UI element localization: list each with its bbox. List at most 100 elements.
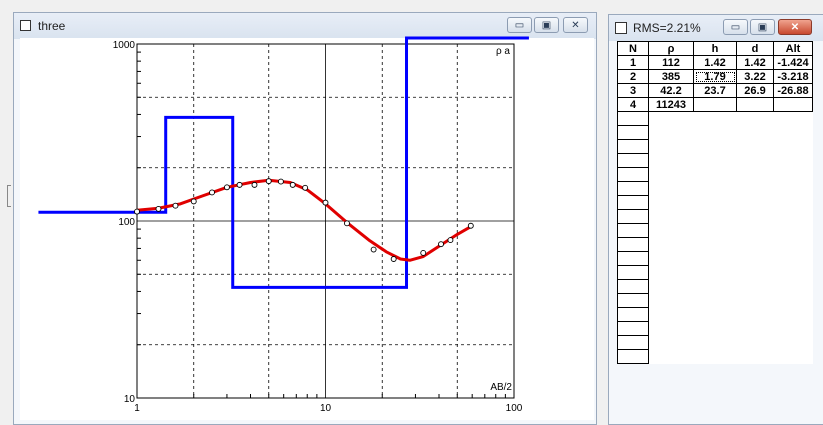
empty-cell[interactable] <box>774 336 813 350</box>
table-minimize-button[interactable]: ▭ <box>723 19 748 35</box>
empty-cell[interactable] <box>694 322 737 336</box>
empty-cell[interactable] <box>737 280 774 294</box>
empty-cell[interactable] <box>617 223 649 238</box>
empty-row[interactable] <box>617 251 813 266</box>
empty-cell[interactable] <box>617 153 649 168</box>
table-cell[interactable] <box>693 97 737 112</box>
empty-row[interactable] <box>617 153 813 168</box>
empty-cell[interactable] <box>694 168 737 182</box>
empty-cell[interactable] <box>694 252 737 266</box>
empty-cell[interactable] <box>649 322 694 336</box>
close-button[interactable]: ✕ <box>563 17 588 33</box>
empty-cell[interactable] <box>737 168 774 182</box>
empty-row[interactable] <box>617 139 813 154</box>
table-row[interactable]: 3 42.2 23.7 26.9 -26.88 <box>617 83 813 98</box>
empty-cell[interactable] <box>617 265 649 280</box>
empty-cell[interactable] <box>617 209 649 224</box>
empty-cell[interactable] <box>649 154 694 168</box>
empty-cell[interactable] <box>774 168 813 182</box>
empty-cell[interactable] <box>694 266 737 280</box>
empty-cell[interactable] <box>737 322 774 336</box>
empty-cell[interactable] <box>617 321 649 336</box>
empty-cell[interactable] <box>694 336 737 350</box>
empty-cell[interactable] <box>649 140 694 154</box>
empty-cell[interactable] <box>737 154 774 168</box>
empty-row[interactable] <box>617 195 813 210</box>
table-cell[interactable]: 11243 <box>648 97 694 112</box>
empty-cell[interactable] <box>774 154 813 168</box>
empty-row[interactable] <box>617 279 813 294</box>
empty-cell[interactable] <box>737 336 774 350</box>
empty-cell[interactable] <box>737 266 774 280</box>
table-close-button[interactable]: ✕ <box>778 19 812 35</box>
empty-cell[interactable] <box>617 181 649 196</box>
table-cell[interactable]: 42.2 <box>648 83 694 98</box>
table-restore-button[interactable]: ▣ <box>750 19 775 35</box>
restore-button[interactable]: ▣ <box>534 17 559 33</box>
empty-cell[interactable] <box>649 126 694 140</box>
table-cell[interactable]: 1.42 <box>736 55 774 70</box>
empty-cell[interactable] <box>774 210 813 224</box>
empty-cell[interactable] <box>649 308 694 322</box>
empty-cell[interactable] <box>649 238 694 252</box>
empty-cell[interactable] <box>694 238 737 252</box>
empty-cell[interactable] <box>617 251 649 266</box>
empty-row[interactable] <box>617 307 813 322</box>
empty-cell[interactable] <box>649 182 694 196</box>
resize-handle[interactable] <box>7 185 11 207</box>
empty-cell[interactable] <box>737 224 774 238</box>
table-row[interactable]: 4 11243 <box>617 97 813 112</box>
empty-cell[interactable] <box>774 182 813 196</box>
table-cell[interactable] <box>736 97 774 112</box>
empty-row[interactable] <box>617 181 813 196</box>
empty-cell[interactable] <box>617 125 649 140</box>
row-number-cell[interactable]: 2 <box>617 69 649 84</box>
empty-cell[interactable] <box>737 308 774 322</box>
table-row[interactable]: 2 385 1.79 3.22 -3.218 <box>617 69 813 84</box>
table-cell[interactable]: 1.79 <box>693 69 737 84</box>
empty-row[interactable] <box>617 111 813 126</box>
table-cell[interactable]: 3.22 <box>736 69 774 84</box>
empty-cell[interactable] <box>774 308 813 322</box>
empty-cell[interactable] <box>617 111 649 126</box>
empty-row[interactable] <box>617 265 813 280</box>
empty-cell[interactable] <box>694 126 737 140</box>
empty-cell[interactable] <box>694 140 737 154</box>
empty-cell[interactable] <box>737 210 774 224</box>
empty-row[interactable] <box>617 167 813 182</box>
table-cell[interactable]: 112 <box>648 55 694 70</box>
empty-row[interactable] <box>617 125 813 140</box>
empty-cell[interactable] <box>617 195 649 210</box>
empty-cell[interactable] <box>774 238 813 252</box>
empty-cell[interactable] <box>694 224 737 238</box>
empty-cell[interactable] <box>694 182 737 196</box>
empty-cell[interactable] <box>694 196 737 210</box>
empty-cell[interactable] <box>694 308 737 322</box>
empty-cell[interactable] <box>649 294 694 308</box>
empty-row[interactable] <box>617 349 813 364</box>
plot-window-titlebar[interactable]: three ▭ ▣ ✕ <box>14 13 596 39</box>
table-cell[interactable]: 23.7 <box>693 83 737 98</box>
empty-cell[interactable] <box>737 196 774 210</box>
empty-row[interactable] <box>617 223 813 238</box>
empty-cell[interactable] <box>774 322 813 336</box>
empty-cell[interactable] <box>649 196 694 210</box>
row-number-cell[interactable]: 3 <box>617 83 649 98</box>
table-cell[interactable]: 1.42 <box>693 55 737 70</box>
empty-cell[interactable] <box>737 112 774 126</box>
empty-cell[interactable] <box>774 350 813 364</box>
empty-cell[interactable] <box>649 336 694 350</box>
empty-cell[interactable] <box>649 168 694 182</box>
table-cell[interactable]: -26.88 <box>773 83 813 98</box>
empty-cell[interactable] <box>774 196 813 210</box>
empty-cell[interactable] <box>649 280 694 294</box>
empty-cell[interactable] <box>617 237 649 252</box>
empty-cell[interactable] <box>737 238 774 252</box>
row-number-cell[interactable]: 1 <box>617 55 649 70</box>
empty-cell[interactable] <box>649 252 694 266</box>
empty-cell[interactable] <box>774 266 813 280</box>
empty-cell[interactable] <box>649 350 694 364</box>
empty-cell[interactable] <box>737 252 774 266</box>
empty-cell[interactable] <box>617 167 649 182</box>
empty-cell[interactable] <box>737 294 774 308</box>
